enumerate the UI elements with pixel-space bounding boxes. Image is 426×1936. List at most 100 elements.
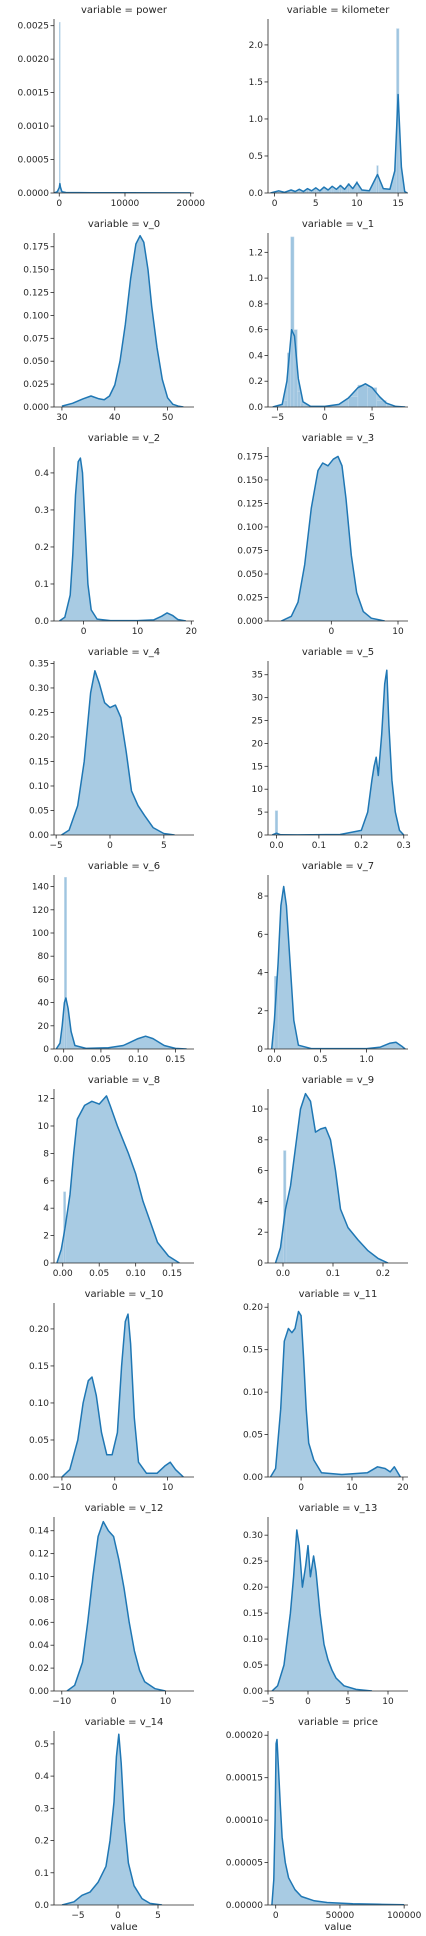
- x-tick-label: 5: [369, 413, 375, 423]
- kde-fill: [272, 329, 406, 407]
- y-tick-label: 0: [257, 1045, 263, 1055]
- plot-area: [269, 1310, 402, 1477]
- hist-bar: [283, 400, 288, 407]
- panel-title: variable = v_10: [85, 1289, 164, 1300]
- kde-line: [61, 1313, 184, 1477]
- plot-area: [55, 877, 187, 1049]
- y-tick-label: 0.050: [237, 570, 263, 580]
- y-tick-label: 0.04: [29, 1641, 49, 1651]
- y-tick-label: 8: [257, 1136, 263, 1146]
- x-tick-label: 0.10: [126, 1269, 146, 1279]
- x-tick-label: 0.1: [326, 1269, 340, 1279]
- y-tick-label: 20: [38, 1022, 50, 1032]
- panel-v-7: variable = v_7 0 2 4 6 8 0.0 0.5 1.0: [257, 861, 408, 1065]
- y-tick-label: 0.150: [23, 266, 49, 276]
- y-tick-label: 2: [257, 1228, 263, 1238]
- y-tick-label: 0.30: [243, 1531, 263, 1541]
- plot-area: [271, 1738, 405, 1905]
- panel-v-8: variable = v_8 0 2 4 6 8 10 12 0.00 0.05 0.10 0.15: [38, 1075, 194, 1279]
- y-tick-label: 0.0020: [18, 55, 50, 65]
- x-tick-label: −5: [271, 413, 284, 423]
- x-tick-label: 10: [346, 1483, 358, 1493]
- y-tick-label: 0.02: [29, 1664, 49, 1674]
- y-tick-label: 0.5: [249, 152, 263, 162]
- y-tick-label: 0.075: [237, 546, 263, 556]
- y-tick-label: 6: [257, 930, 263, 940]
- y-tick-label: 8: [257, 892, 263, 902]
- y-tick-label: 0.125: [23, 289, 49, 299]
- y-tick-label: 0.05: [29, 806, 49, 816]
- y-tick-label: 6: [257, 1167, 263, 1177]
- kde-line: [271, 1529, 373, 1691]
- plot-area: [271, 669, 405, 835]
- panel-v-5: variable = v_5 0 5 10 15 20 25 30 35 0.0 0.1 0.2 0.3: [252, 647, 411, 851]
- y-tick-label: 0.12: [29, 1550, 49, 1560]
- kde-fill: [272, 670, 404, 835]
- y-tick-label: 0.1: [35, 580, 49, 590]
- y-tick-label: 0.00: [243, 1473, 263, 1483]
- y-tick-label: 0.150: [237, 476, 263, 486]
- kde-fill: [61, 670, 175, 835]
- y-tick-label: 10: [252, 1105, 264, 1115]
- x-tick-label: 0: [322, 413, 328, 423]
- kde-fill: [270, 1311, 401, 1477]
- y-tick-label: 1.5: [249, 78, 263, 88]
- kde-line: [269, 1310, 402, 1477]
- x-tick-label: 10: [132, 627, 144, 637]
- y-tick-label: 0.0: [35, 617, 50, 627]
- y-tick-label: 0.10: [29, 1399, 49, 1409]
- panel-title: variable = v_9: [302, 1075, 374, 1086]
- hist-bar: [297, 391, 301, 407]
- y-tick-label: 0.15: [29, 1362, 49, 1372]
- y-tick-label: 0.20: [243, 1583, 263, 1593]
- y-tick-label: 0.2: [35, 1837, 49, 1847]
- y-tick-label: 0.175: [237, 452, 263, 462]
- y-tick-label: 0.06: [29, 1618, 49, 1628]
- y-tick-label: 0.00015: [226, 1774, 263, 1784]
- x-tick-label: 5: [345, 1697, 351, 1707]
- y-tick-label: 0.0: [249, 403, 264, 413]
- panel-title: variable = kilometer: [287, 5, 391, 16]
- y-tick-label: 6: [43, 1177, 49, 1187]
- y-tick-label: 0.125: [237, 499, 263, 509]
- plot-area: [54, 22, 191, 193]
- y-tick-label: 0.0015: [18, 89, 50, 99]
- y-tick-label: 0.025: [23, 380, 49, 390]
- x-tick-label: −5: [261, 1697, 274, 1707]
- y-tick-label: 0.20: [29, 733, 49, 743]
- x-tick-label: 100000: [387, 1911, 422, 1921]
- y-tick-label: 0.15: [243, 1346, 263, 1356]
- panel-v-11: variable = v_11 0.00 0.05 0.10 0.15 0.20 0 10 20: [243, 1289, 409, 1493]
- plot-area: [280, 455, 385, 621]
- y-tick-label: 120: [32, 906, 49, 916]
- panel-v-10: variable = v_10 0.00 0.05 0.10 0.15 0.20 −10 0 1…: [29, 1289, 194, 1493]
- plot-area: [274, 1092, 389, 1263]
- y-tick-label: 4: [257, 969, 263, 979]
- panel-title: variable = v_1: [302, 219, 374, 230]
- panel-title: variable = v_11: [299, 1289, 378, 1300]
- panel-title: variable = v_14: [85, 1717, 164, 1728]
- y-tick-label: 0.20: [243, 1303, 263, 1313]
- y-tick-label: 0.000: [237, 617, 263, 627]
- x-tick-label: 1.0: [359, 1055, 374, 1065]
- x-tick-label: −5: [71, 1911, 84, 1921]
- x-tick-label: 0: [56, 199, 62, 209]
- y-tick-label: 10: [38, 1122, 50, 1132]
- panel-v-9: variable = v_9 0 2 4 6 8 10 0.0 0.1 0.2: [252, 1075, 408, 1279]
- y-tick-label: 30: [252, 694, 264, 704]
- y-tick-label: 0.0025: [18, 22, 50, 32]
- panel-v-2: variable = v_2 0.0 0.1 0.2 0.3 0.4 0 10 20: [35, 433, 198, 637]
- y-tick-label: 140: [32, 883, 49, 893]
- y-tick-label: 80: [38, 952, 50, 962]
- y-tick-label: 0.050: [23, 357, 49, 367]
- panel-kilometer: variable = kilometer 0.0 0.5 1.0 1.5 2.0 0 5 10 1…: [249, 5, 408, 209]
- kde-fill: [272, 1530, 372, 1691]
- panel-v-13: variable = v_13 0.00 0.05 0.10 0.15 0.20 0.25 0…: [243, 1503, 408, 1707]
- y-tick-label: 0.1: [35, 1869, 49, 1879]
- x-tick-label: 20: [186, 627, 198, 637]
- x-tick-label: 0.05: [91, 1055, 111, 1065]
- x-tick-label: 0.15: [165, 1055, 185, 1065]
- y-tick-label: 4: [43, 1204, 49, 1214]
- kde-fill: [54, 183, 191, 193]
- y-tick-label: 0.0: [35, 1901, 50, 1911]
